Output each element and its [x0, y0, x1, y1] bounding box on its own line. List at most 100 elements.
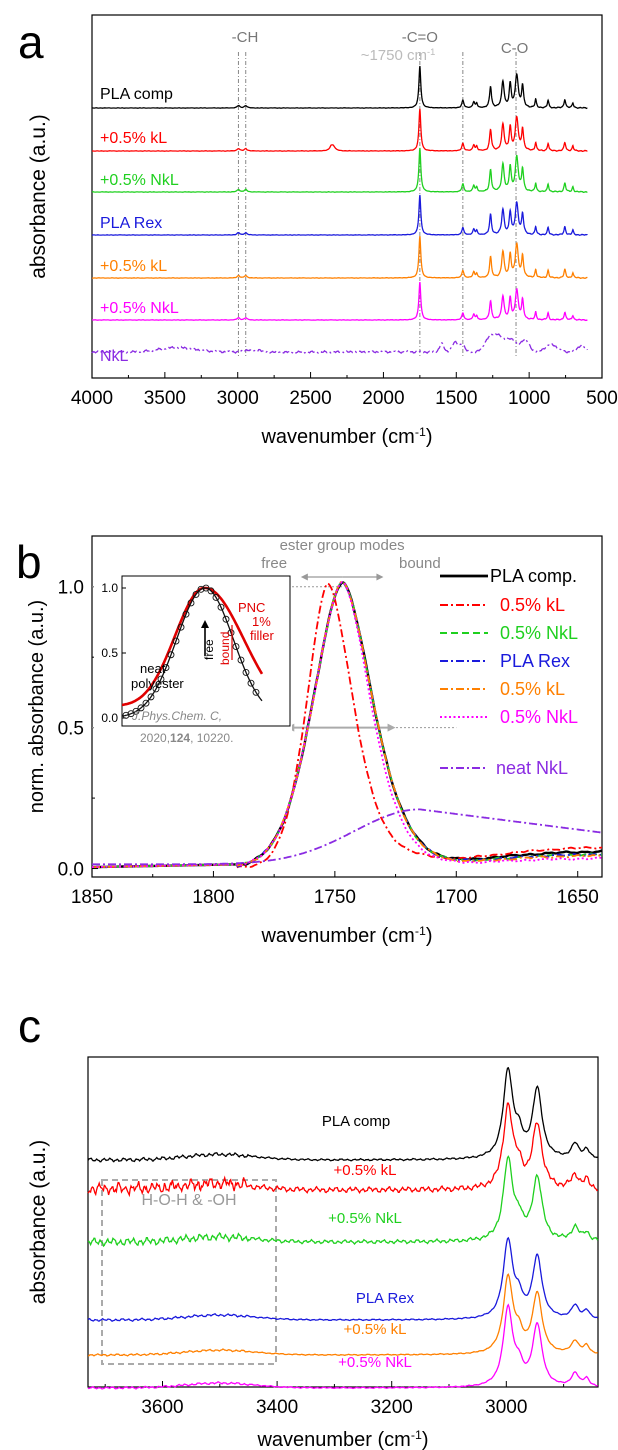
legend-label: 0.5% kL: [500, 679, 565, 699]
series-line: [91, 282, 588, 322]
inset-marker: [122, 711, 130, 719]
inset-free-arrow-head: [201, 620, 209, 628]
series-line: [91, 194, 588, 236]
x-tick-label: 1650: [557, 887, 599, 908]
label-tail: ): [426, 925, 433, 947]
x-axis-label: wavenumber (cm-1): [260, 425, 432, 448]
series-label: +0.5% NkL: [100, 300, 179, 317]
inset-marker: [142, 699, 150, 707]
y-tick-label: 1.0: [58, 578, 84, 599]
inset-marker: [172, 637, 180, 645]
superscript: -1: [427, 47, 435, 57]
free-label: free: [261, 555, 287, 572]
x-tick-label: 4000: [71, 388, 113, 409]
inset-filler-label: filler: [250, 628, 275, 643]
annotation-label: ~1750 cm-1: [361, 47, 436, 64]
series-line: [91, 332, 588, 355]
label-tail: ): [426, 426, 433, 448]
y-tick-label: 0.0: [58, 860, 84, 881]
inset-marker: [187, 599, 195, 607]
inset-marker: [182, 610, 190, 618]
x-tick-label: 1850: [71, 887, 113, 908]
inset-marker: [242, 668, 250, 676]
x-tick-label: 3200: [371, 1397, 413, 1418]
inset-citation-line2: 2020,124, 10220.: [140, 731, 233, 745]
plot-frame: [91, 14, 603, 379]
oh-region-label: H-O-H & -OH: [141, 1192, 236, 1209]
series-line: [87, 1303, 598, 1390]
inset-free-label: free: [202, 639, 216, 660]
x-tick-label: 3000: [217, 388, 259, 409]
plot-frame: [91, 535, 603, 878]
inset-marker: [232, 643, 240, 651]
series-label: +0.5% kL: [100, 130, 167, 147]
series-line: [87, 1236, 599, 1322]
y-tick-label: 0.5: [58, 719, 84, 740]
superscript: -1: [411, 1428, 422, 1442]
superscript: -1: [415, 425, 426, 439]
panel-a-letter: a: [18, 16, 44, 68]
inset-marker: [147, 693, 155, 701]
label-tail: , 10220.: [190, 731, 233, 745]
series-line: [87, 1102, 599, 1198]
series-label: PLA Rex: [100, 215, 162, 232]
series-line: [92, 581, 603, 868]
inset-pnc-label: PNC: [238, 600, 265, 615]
series-line: [87, 1155, 599, 1248]
legend-label: PLA Rex: [500, 651, 570, 671]
annotation-label: C-O: [501, 40, 529, 57]
inset-marker: [247, 679, 255, 687]
x-tick-label: 1700: [435, 887, 477, 908]
inset-marker: [192, 590, 200, 598]
panel-a-chart: 4000 3500 3000 2500 2000 1500 1000 500 wavenumbe…: [27, 14, 618, 448]
x-tick-label: 3000: [485, 1397, 527, 1418]
legend-label: PLA comp.: [490, 566, 577, 586]
x-tick-label: 500: [586, 388, 618, 409]
panel-c-letter: c: [18, 1000, 41, 1052]
inset-y-tick-label: 1.0: [101, 581, 118, 595]
label-tail: ): [422, 1429, 429, 1450]
x-tick-label: 3500: [144, 388, 186, 409]
inset-marker: [177, 623, 185, 631]
x-tick-label: 2500: [289, 388, 331, 409]
series-label: PLA comp: [100, 86, 173, 103]
series-label: +0.5% NkL: [328, 1210, 402, 1227]
inset-marker: [237, 656, 245, 664]
panel-b-chart: 1850 1800 1750 1700 1650 0.0 0.5 1.0 wavenumber …: [26, 535, 603, 947]
y-axis-label: absorbance (a.u.): [27, 114, 50, 279]
fwhm-arrow-head-right: [387, 723, 396, 732]
inset-percent-label: 1%: [252, 614, 271, 629]
inset-neat-label: neat: [140, 661, 166, 676]
series-line: [91, 65, 588, 110]
x-tick-label: 1500: [435, 388, 477, 409]
panel-c-chart: 3600 3400 3200 3000 wavenumber (cm-1) absorba…: [27, 1056, 599, 1450]
x-tick-label: 3400: [256, 1397, 298, 1418]
legend-label: 0.5% kL: [500, 595, 565, 615]
inset-frame: [121, 575, 291, 727]
inset-y-tick-label: 0.5: [101, 646, 118, 660]
inset-marker: [162, 664, 170, 672]
inset-marker: [252, 688, 260, 696]
inset-marker: [197, 585, 205, 593]
inset-neat-curve: [121, 587, 263, 717]
inset-marker: [227, 629, 235, 637]
legend-label: 0.5% NkL: [500, 707, 578, 727]
inset-marker: [207, 587, 215, 595]
panel-b-letter: b: [16, 536, 42, 588]
x-axis-label: wavenumber (cm-1): [260, 924, 432, 947]
ester-modes-title: ester group modes: [280, 537, 405, 554]
series-label: +0.5% NkL: [338, 1354, 412, 1371]
annotation-label: -CH: [232, 29, 259, 46]
annotation-label: -C=O: [402, 29, 438, 46]
legend-label: neat NkL: [496, 758, 568, 778]
series-label: +0.5% NkL: [100, 172, 179, 189]
arrow-bound-head: [376, 573, 384, 581]
series-line: [92, 808, 603, 866]
y-axis-label: absorbance (a.u.): [27, 1140, 50, 1305]
legend-label: 0.5% NkL: [500, 623, 578, 643]
series-line: [87, 1066, 598, 1163]
series-label: +0.5% kL: [100, 258, 167, 275]
inset-citation-volume: 124: [170, 731, 190, 745]
inset-marker: [137, 704, 145, 712]
